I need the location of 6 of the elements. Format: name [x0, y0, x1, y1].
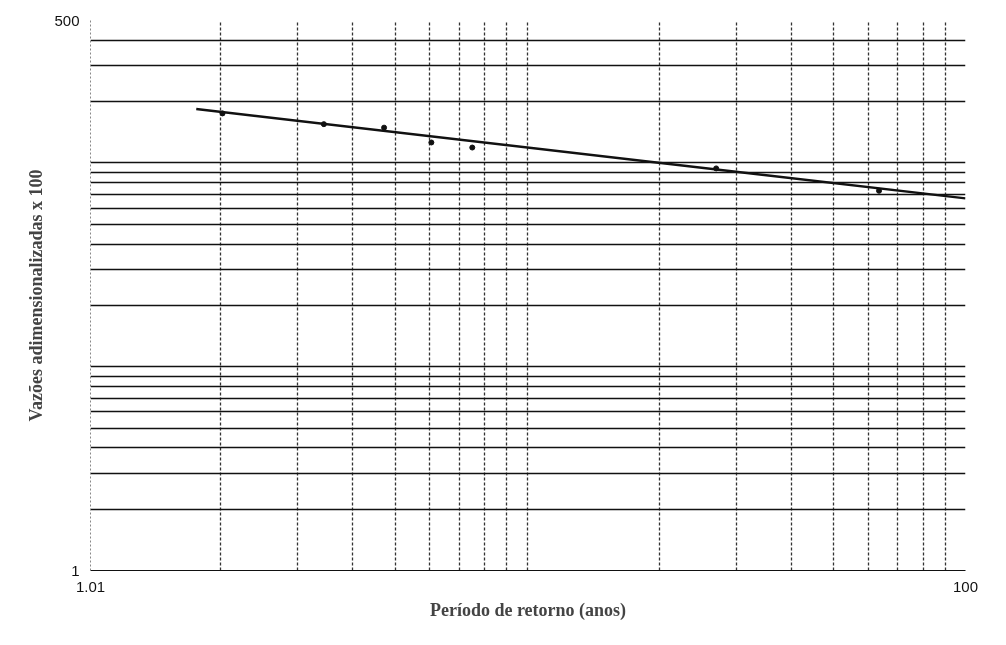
x-tick-label: 100: [952, 577, 979, 595]
y-tick-label: 1: [71, 561, 80, 579]
x-tick-label: 1.01: [75, 577, 106, 595]
x-axis-title: Período de retorno (anos): [429, 599, 627, 621]
y-axis-title: Vazões adimensionalizadas x 100: [26, 169, 47, 422]
y-tick-label: 500: [54, 11, 80, 29]
